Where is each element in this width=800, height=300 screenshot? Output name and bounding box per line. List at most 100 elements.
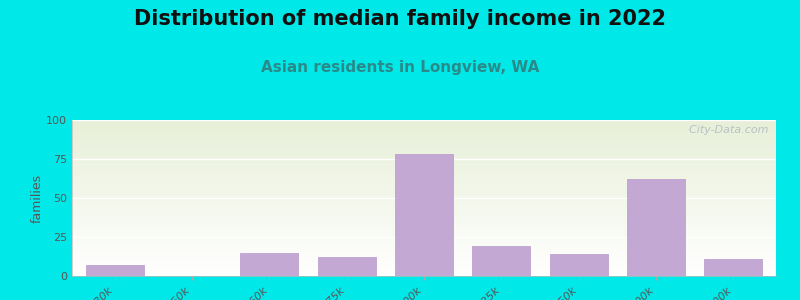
- Bar: [72, 251, 776, 252]
- Bar: [72, 263, 776, 264]
- Bar: [72, 172, 776, 173]
- Bar: [72, 273, 776, 274]
- Bar: [72, 237, 776, 238]
- Bar: [72, 165, 776, 166]
- Bar: [72, 120, 776, 121]
- Bar: [72, 180, 776, 181]
- Bar: [72, 134, 776, 135]
- Bar: [72, 130, 776, 131]
- Bar: [72, 176, 776, 177]
- Bar: [72, 245, 776, 246]
- Bar: [72, 154, 776, 155]
- Bar: [72, 123, 776, 124]
- Bar: [72, 238, 776, 239]
- Bar: [72, 142, 776, 143]
- Bar: [72, 225, 776, 226]
- Bar: [72, 202, 776, 203]
- Bar: [72, 183, 776, 184]
- Bar: [72, 224, 776, 225]
- Bar: [72, 144, 776, 145]
- Bar: [72, 131, 776, 132]
- Bar: [72, 247, 776, 248]
- Bar: [72, 259, 776, 260]
- Bar: [318, 257, 376, 276]
- Bar: [72, 158, 776, 159]
- Bar: [72, 143, 776, 144]
- Bar: [72, 275, 776, 276]
- Bar: [72, 204, 776, 205]
- Bar: [72, 207, 776, 208]
- Bar: [72, 226, 776, 227]
- Bar: [72, 160, 776, 161]
- Bar: [395, 154, 453, 276]
- Bar: [72, 242, 776, 243]
- Bar: [72, 267, 776, 268]
- Bar: [72, 197, 776, 198]
- Bar: [72, 174, 776, 175]
- Bar: [72, 138, 776, 139]
- Bar: [472, 246, 530, 276]
- Bar: [86, 265, 143, 276]
- Bar: [72, 256, 776, 257]
- Bar: [72, 191, 776, 192]
- Bar: [72, 141, 776, 142]
- Bar: [72, 181, 776, 182]
- Bar: [72, 189, 776, 190]
- Bar: [72, 211, 776, 212]
- Bar: [72, 185, 776, 186]
- Bar: [72, 250, 776, 251]
- Bar: [72, 163, 776, 164]
- Bar: [72, 203, 776, 204]
- Bar: [72, 179, 776, 180]
- Bar: [72, 121, 776, 122]
- Bar: [72, 156, 776, 157]
- Bar: [72, 128, 776, 129]
- Bar: [72, 148, 776, 149]
- Bar: [72, 194, 776, 195]
- Bar: [72, 139, 776, 140]
- Bar: [72, 167, 776, 168]
- Bar: [72, 124, 776, 125]
- Bar: [627, 179, 685, 276]
- Bar: [72, 193, 776, 194]
- Bar: [72, 241, 776, 242]
- Bar: [72, 217, 776, 218]
- Bar: [72, 146, 776, 147]
- Bar: [72, 190, 776, 191]
- Bar: [72, 152, 776, 153]
- Bar: [72, 169, 776, 170]
- Bar: [72, 140, 776, 141]
- Bar: [72, 215, 776, 216]
- Bar: [72, 159, 776, 160]
- Bar: [72, 268, 776, 269]
- Bar: [72, 195, 776, 196]
- Bar: [72, 244, 776, 245]
- Bar: [72, 239, 776, 240]
- Bar: [72, 221, 776, 222]
- Bar: [72, 205, 776, 206]
- Bar: [72, 170, 776, 171]
- Bar: [72, 199, 776, 200]
- Bar: [72, 228, 776, 229]
- Bar: [72, 274, 776, 275]
- Bar: [72, 122, 776, 123]
- Bar: [72, 236, 776, 237]
- Bar: [72, 249, 776, 250]
- Bar: [72, 200, 776, 201]
- Bar: [72, 260, 776, 261]
- Bar: [72, 248, 776, 249]
- Y-axis label: families: families: [30, 173, 43, 223]
- Bar: [72, 125, 776, 126]
- Bar: [705, 259, 762, 276]
- Bar: [72, 171, 776, 172]
- Bar: [72, 137, 776, 138]
- Bar: [72, 127, 776, 128]
- Bar: [72, 157, 776, 158]
- Bar: [72, 173, 776, 174]
- Bar: [72, 210, 776, 211]
- Bar: [72, 201, 776, 202]
- Bar: [72, 240, 776, 241]
- Bar: [72, 214, 776, 215]
- Bar: [72, 233, 776, 234]
- Bar: [550, 254, 608, 276]
